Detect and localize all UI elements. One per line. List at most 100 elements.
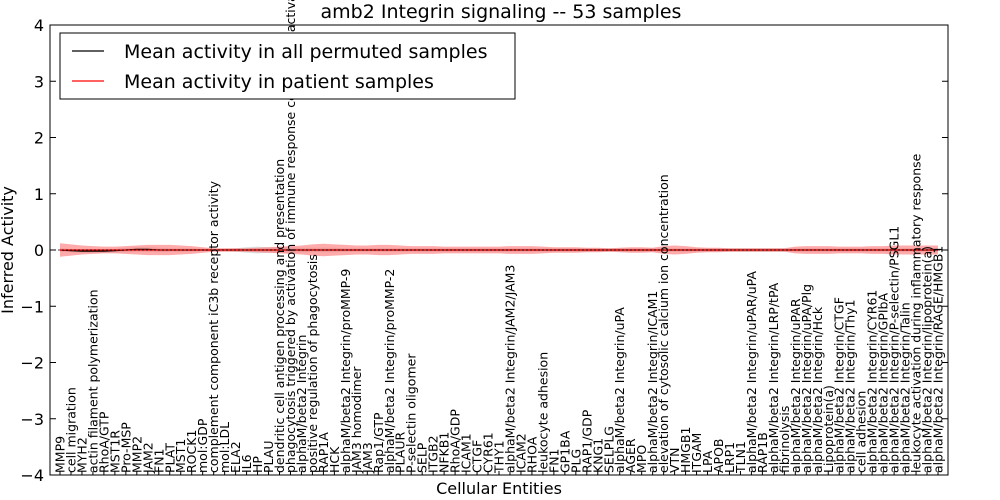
x-tick-label: RAP1/GDP	[579, 409, 594, 473]
x-tick-label: complement component iC3b receptor activ…	[206, 180, 221, 473]
legend-box	[59, 32, 516, 100]
x-tick-label: mol:GDP	[195, 418, 210, 473]
x-tick-label: IL6	[239, 454, 254, 473]
x-tick-label: alphaM/beta2 Integrin/RAGE/HMGB1	[931, 246, 946, 473]
x-tick-label: dendritic cell antigen processing and pr…	[272, 159, 287, 473]
x-tick-label: CTGF	[470, 440, 485, 473]
y-tick-label: −1	[20, 297, 44, 316]
x-tick-label: alphaM/beta2 Integrin/proMMP-9	[338, 269, 353, 473]
y-tick-label: 4	[34, 16, 44, 35]
y-tick-label: 1	[34, 185, 44, 204]
x-tick-label: FN1	[546, 449, 561, 474]
x-tick-label: MYH2	[75, 437, 90, 473]
x-tick-label: THY1	[492, 440, 507, 474]
x-tick-label: PLAUR	[393, 432, 408, 473]
x-tick-label: AGER	[623, 438, 638, 473]
x-tick-label: MST1	[173, 439, 188, 473]
x-tick-label: FN1	[151, 449, 166, 474]
x-tick-label: KNG1	[590, 438, 605, 473]
x-tick-label: leukocyte adhesion	[535, 352, 550, 473]
x-tick-label: alphaM/beta2 Integrin/uPA/Plg	[799, 284, 814, 473]
x-tick-label: HMGB1	[678, 427, 693, 473]
x-tick-label: SELP	[415, 442, 430, 473]
x-tick-label: Rap1/GTP	[371, 412, 386, 473]
x-tick-label: TLN1	[733, 441, 748, 474]
x-tick-label: mol:LDL	[217, 422, 232, 473]
x-tick-label: leukocyte activation during inflammatory…	[909, 153, 924, 473]
x-tick-label: cell migration	[64, 387, 79, 473]
x-tick-label: alphaM/beta2 Integrin/uPAR/uPA	[744, 271, 759, 473]
x-tick-label: PLG	[568, 449, 583, 473]
y-tick-label: −4	[20, 466, 44, 485]
x-tick-label: alphaM/beta2 Integrin/proMMP-2	[382, 269, 397, 473]
x-tick-label: Lipoprotein(a)	[821, 385, 836, 473]
x-tick-label: alphaM/beta2 Integrin/Talin	[898, 302, 913, 473]
x-tick-label: alphaM/beta2 Integrin/Hck	[810, 306, 825, 473]
y-tick-label: 2	[34, 129, 44, 148]
x-tick-label: alphaM/beta2 Integrin/CTGF	[832, 297, 847, 473]
y-tick-label: 3	[34, 72, 44, 91]
x-tick-label: ELA2	[228, 441, 243, 473]
x-tick-label: JAM3	[360, 442, 375, 474]
x-tick-label: alphaM/beta2 Integrin/uPA	[612, 307, 627, 473]
x-tick-label: MPO	[634, 445, 649, 473]
x-tick-label: NFKB1	[437, 432, 452, 473]
x-tick-label: ICAM1	[459, 433, 474, 473]
x-tick-label: P-selectin oligomer	[404, 353, 419, 473]
x-tick-label: positive regulation of phagocytosis	[305, 254, 320, 473]
x-tick-label: APOB	[711, 438, 726, 473]
x-tick-label: alphaM/beta2 Integrin/GPIbA	[876, 293, 891, 473]
x-tick-label: Pro-MSP	[118, 422, 133, 473]
legend: Mean activity in all permuted samples Mea…	[59, 32, 516, 100]
x-tick-label: JAM3 homodimer	[349, 366, 364, 474]
x-tick-label: LPA	[700, 450, 715, 473]
x-tick-label: ROCK1	[184, 430, 199, 473]
x-tick-label: RhoA/GDP	[448, 409, 463, 473]
x-tick-label: alphaM/beta2 Integrin	[294, 335, 309, 473]
x-tick-label: alphaM/beta2 Integrin/lipoprotein(a)	[920, 246, 935, 473]
legend-label: Mean activity in patient samples	[124, 71, 434, 93]
x-tick-label: HP	[250, 456, 265, 473]
x-tick-label: alphaM/beta2 Integrin/P-selectin/PSGL1	[887, 226, 902, 473]
x-tick-label: alphaM/beta2 Integrin/LRP/tPA	[766, 282, 781, 473]
x-tick-label: cell adhesion	[854, 391, 869, 473]
y-axis-label: Inferred Activity	[0, 186, 17, 314]
x-axis-label: Cellular Entities	[436, 479, 562, 498]
x-tick-label: alphaM/beta2 Integrin/uPAR	[788, 298, 803, 473]
x-tick-label: RAP1B	[755, 432, 770, 473]
x-tick-label: actin filament polymerization	[85, 289, 100, 473]
x-tick-label: alphaM/beta2 Integrin/JAM2/JAM3	[503, 265, 518, 473]
x-tick-label: LRP1	[722, 442, 737, 473]
x-tick-label: elevation of cytosolic calcium ion conce…	[656, 174, 671, 473]
x-tick-label: MMP9	[53, 436, 68, 473]
x-tick-label: alphaM/beta2 Integrin/Thy1	[843, 299, 858, 473]
x-tick-label: HCK	[327, 446, 342, 473]
y-tick-label: −3	[20, 410, 44, 429]
x-tick-label: PLAT	[162, 443, 177, 473]
x-tick-label: ICAM2	[514, 433, 529, 473]
x-tick-label: RAP1A	[316, 432, 331, 473]
x-tick-label: phagocytosis triggered by activation of …	[283, 0, 298, 473]
x-tick-label: ITGB2	[426, 435, 441, 473]
x-tick-label: ITGAM	[689, 433, 704, 473]
y-tick-label: −2	[20, 354, 44, 373]
x-tick-label: JAM2	[140, 442, 155, 474]
x-tick-label: RHOA	[524, 436, 539, 473]
x-tick-label: MST1R	[107, 430, 122, 473]
y-tick-label: 0	[34, 241, 44, 260]
legend-label: Mean activity in all permuted samples	[124, 41, 487, 63]
y-axis: −4 −3 −2 −1 0 1 2 3 4	[20, 16, 948, 485]
x-tick-label: fibrinolysis	[777, 406, 792, 473]
x-tick-label: CYR61	[481, 432, 496, 473]
chart-title: amb2 Integrin signaling -- 53 samples	[321, 1, 682, 23]
x-tick-label: GP1BA	[557, 430, 572, 473]
x-tick-label: MMP2	[129, 436, 144, 473]
x-tick-label: alphaM/beta2 Integrin/ICAM1	[645, 291, 660, 473]
x-tick-label: PLAU	[261, 441, 276, 474]
x-tick-label: VTN	[667, 447, 682, 473]
x-tick-label: SELPLG	[601, 426, 616, 473]
x-tick-label: alphaM/beta2 Integrin/CYR61	[865, 290, 880, 473]
x-tick-label: RhoA/GTP	[96, 411, 111, 473]
